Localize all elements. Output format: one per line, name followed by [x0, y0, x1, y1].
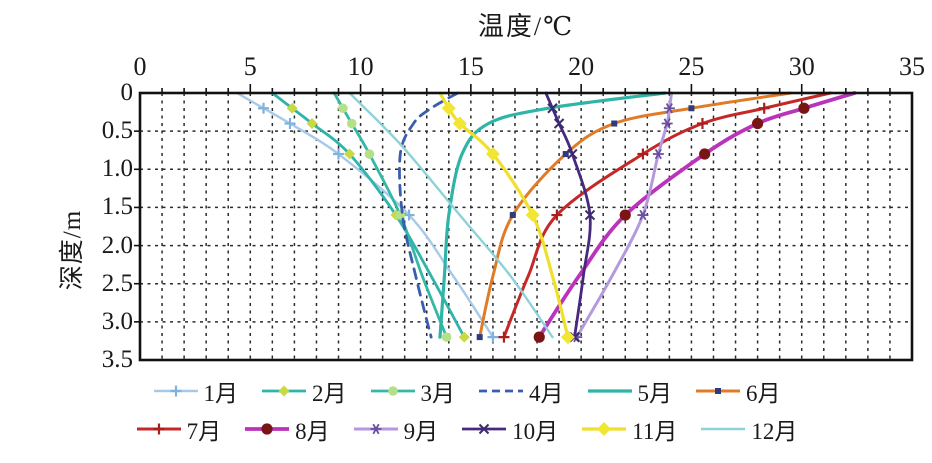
series-markers-10月 — [547, 103, 596, 343]
legend-label: 4月 — [529, 381, 564, 406]
series-line-8月 — [537, 91, 857, 340]
series-markers-3月 — [338, 103, 452, 342]
y-tick-label: 3.0 — [101, 307, 133, 335]
legend-swatch — [245, 423, 290, 435]
y-tick-label: 2.0 — [101, 231, 133, 259]
legend-label: 11月 — [632, 419, 678, 444]
legend-label: 6月 — [746, 381, 781, 406]
legend-item-2月: 2月 — [260, 374, 347, 408]
legend-swatch — [696, 388, 740, 394]
legend-swatch — [370, 386, 415, 396]
series-line-1月 — [235, 91, 495, 339]
series-line-3月 — [332, 91, 448, 339]
series-line-5月 — [438, 91, 667, 339]
legend-swatch — [462, 423, 507, 435]
legend-swatch — [587, 389, 632, 393]
chart-title: 温度/℃ — [477, 12, 575, 41]
legend-item-10月: 10月 — [460, 412, 558, 446]
legend-item-7月: 7月 — [135, 412, 222, 446]
legend-swatch — [136, 423, 181, 435]
x-tick-label: 5 — [243, 52, 257, 81]
legend-swatch — [582, 422, 627, 436]
legend-label: 10月 — [512, 419, 559, 444]
legend-item-11月: 11月 — [580, 412, 677, 446]
legend-swatch — [153, 385, 198, 397]
legend-row: 1月 2月 3月 4月 5月 6月 — [152, 374, 781, 408]
series-markers-9月 — [571, 103, 675, 343]
y-axis-label: 深度/m — [59, 209, 87, 291]
legend-label: 1月 — [203, 381, 239, 406]
y-tick-label: 1.0 — [101, 155, 133, 183]
x-tick-label: 35 — [899, 52, 925, 81]
x-tick-label: 25 — [678, 52, 705, 81]
x-tick-label: 0 — [133, 52, 147, 81]
series-line-4月 — [398, 91, 460, 339]
legend-swatch — [353, 423, 398, 435]
y-tick-label: 2.5 — [101, 269, 133, 297]
legend-item-4月: 4月 — [477, 374, 564, 408]
axis-ticks — [134, 84, 891, 323]
legend-label: 7月 — [186, 419, 222, 444]
x-tick-label: 20 — [568, 52, 595, 81]
legend-label: 5月 — [637, 381, 673, 406]
legend-label: 12月 — [751, 419, 798, 444]
legend-item-3月: 3月 — [369, 374, 456, 408]
x-tick-label: 15 — [457, 52, 484, 81]
legend-item-8月: 8月 — [243, 412, 330, 446]
series-markers-1月 — [258, 102, 499, 343]
legend-row: 7月 8月 9月 10月 11月 12月 — [135, 412, 797, 446]
y-tick-label: 3.5 — [101, 346, 133, 373]
y-tick-label: 0.5 — [101, 117, 133, 145]
grid — [140, 93, 912, 360]
y-tick-label: 1.5 — [101, 193, 133, 221]
legend-swatch — [262, 385, 306, 397]
legend-label: 3月 — [420, 381, 456, 406]
legend-item-6月: 6月 — [694, 374, 781, 408]
legend-item-1月: 1月 — [152, 374, 239, 408]
legend-item-12月: 12月 — [699, 412, 797, 446]
legend-swatch — [479, 389, 523, 393]
series-markers-11月 — [441, 101, 575, 345]
legend-swatch — [701, 427, 746, 431]
legend-label: 8月 — [295, 419, 330, 444]
legend-label: 2月 — [312, 381, 347, 406]
legend-item-9月: 9月 — [352, 412, 439, 446]
legend-item-5月: 5月 — [586, 374, 673, 408]
series-line-12月 — [348, 91, 554, 339]
legend: 1月 2月 3月 4月 5月 6月 7月 8月 9月 10月 11月 12月 — [0, 374, 932, 446]
plot-border — [138, 91, 914, 362]
x-tick-label: 10 — [347, 52, 374, 81]
series-markers-6月 — [476, 105, 695, 341]
x-tick-label: 30 — [788, 52, 815, 81]
series-markers-7月 — [498, 102, 770, 343]
series-markers-8月 — [533, 102, 810, 343]
y-tick-label: 0 — [120, 79, 134, 106]
legend-label: 9月 — [403, 419, 439, 444]
